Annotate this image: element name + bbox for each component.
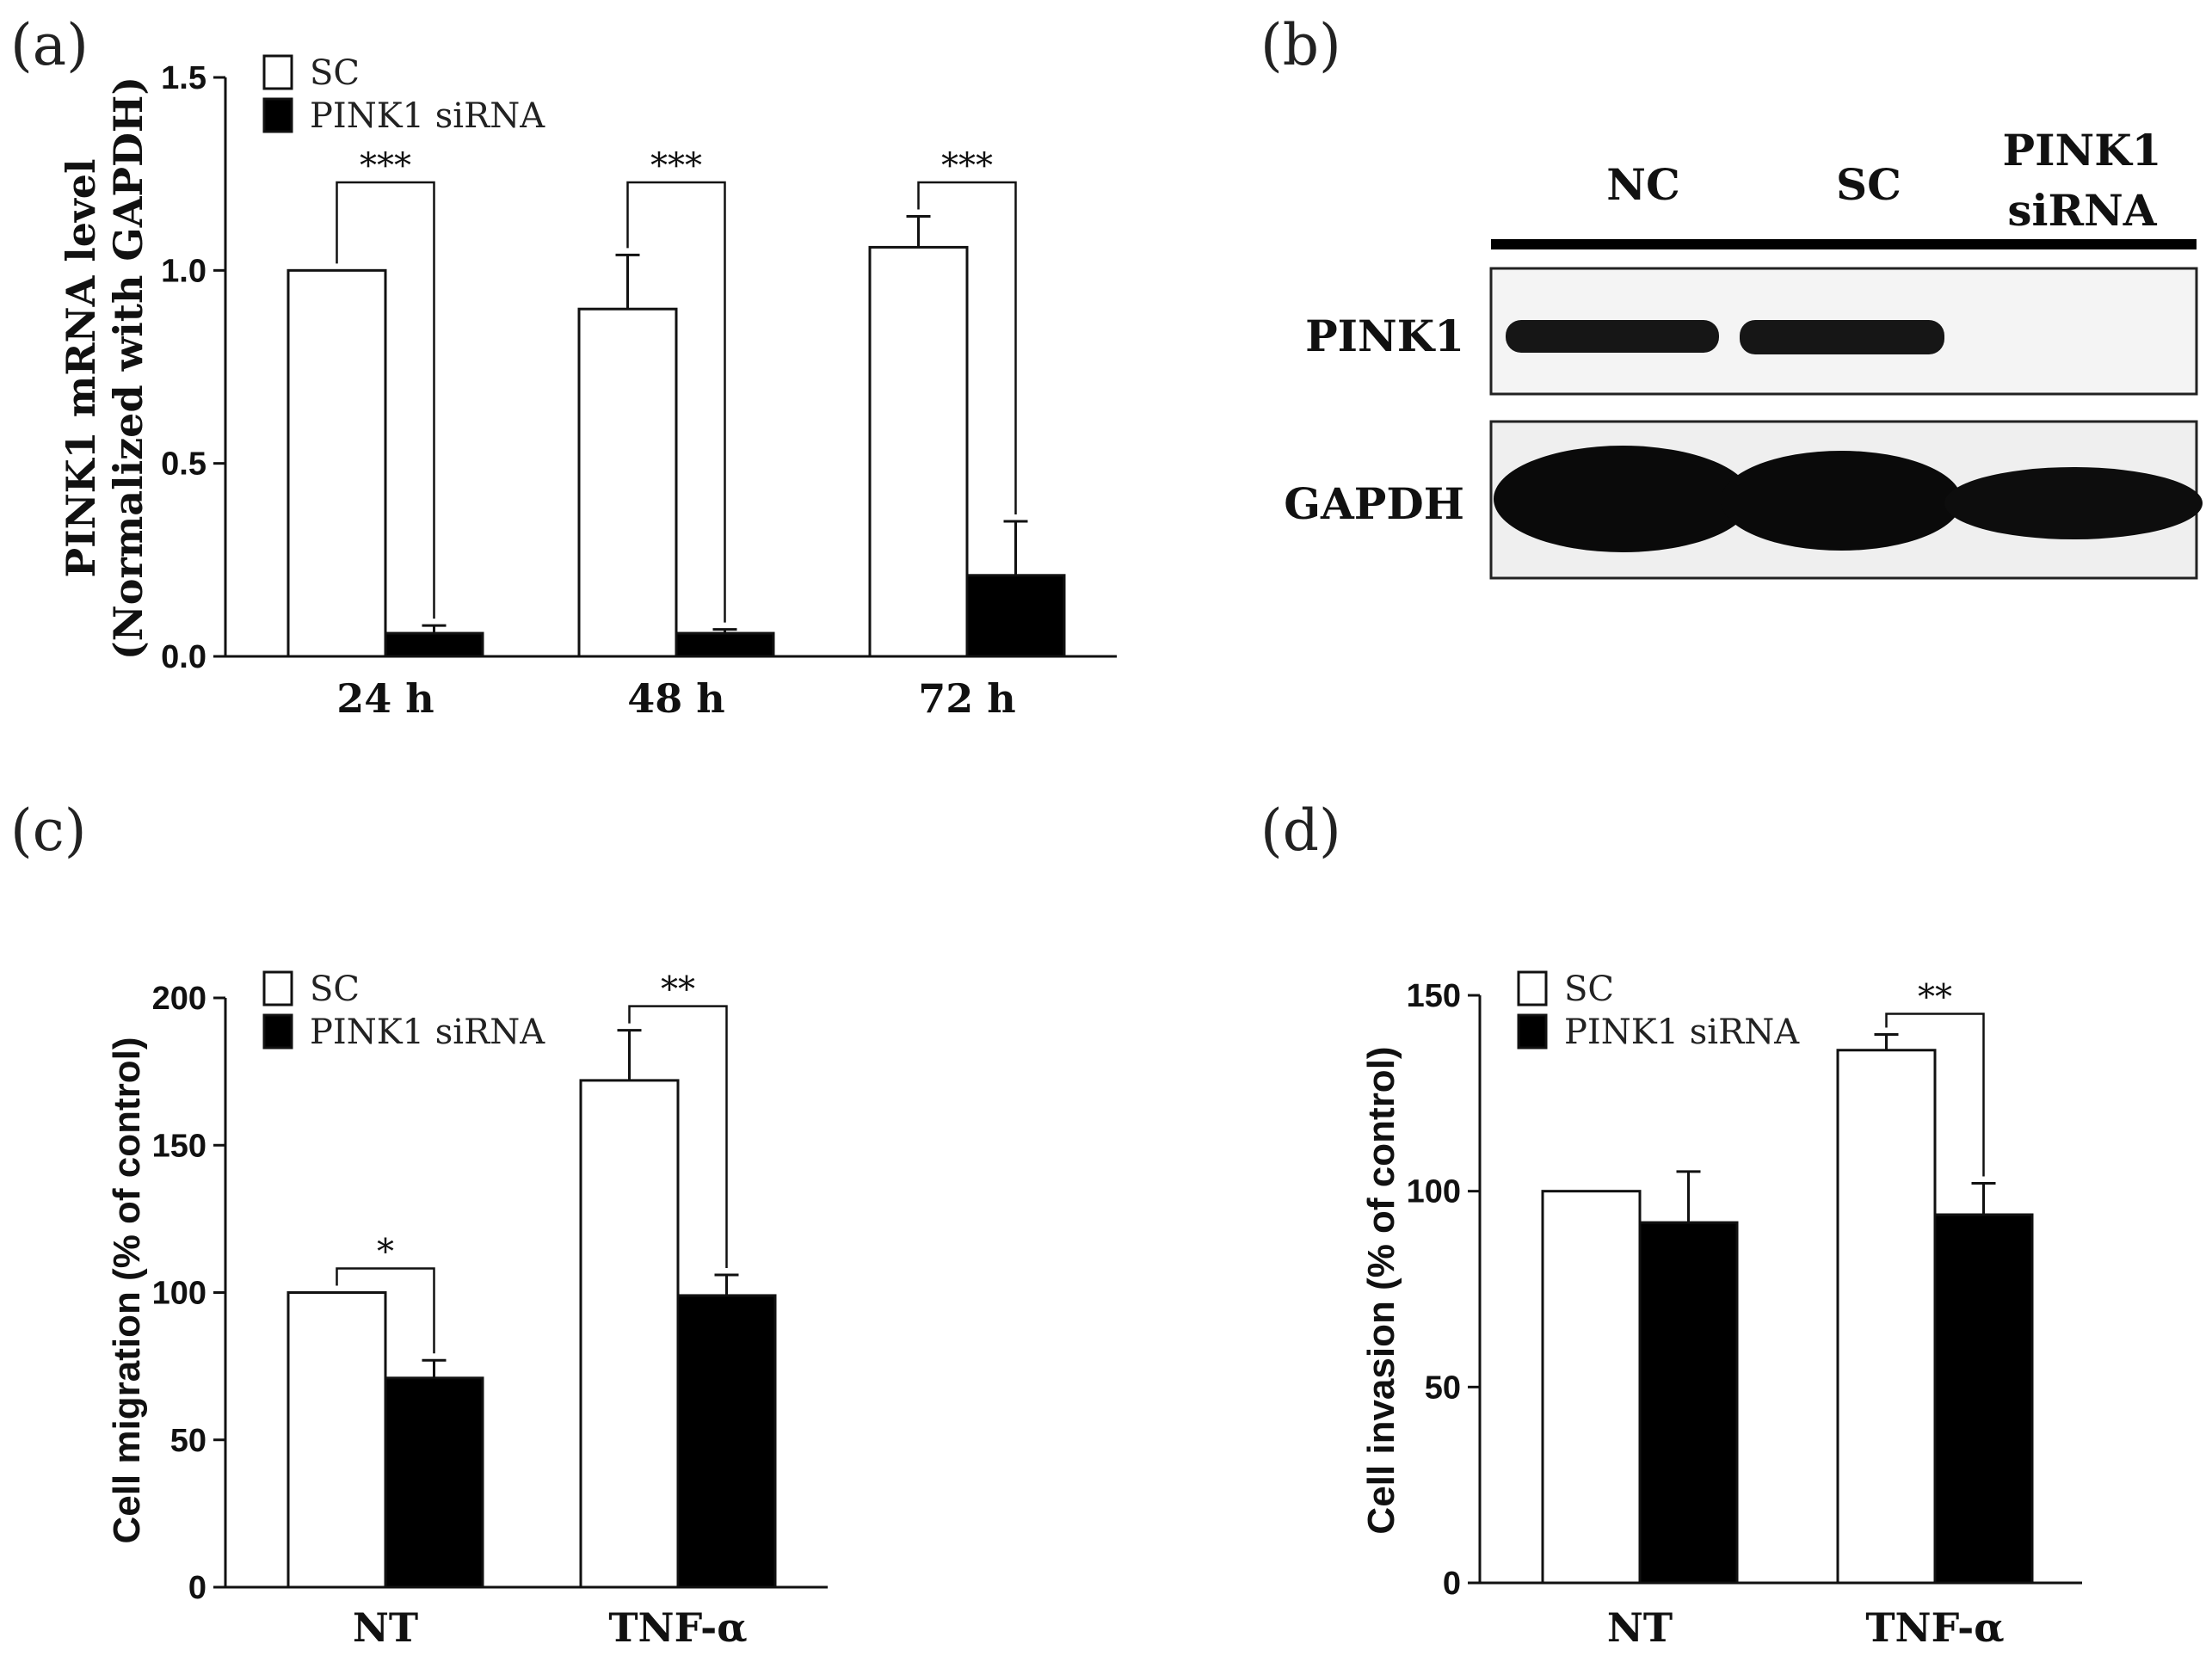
x-category-label: 72 h bbox=[918, 675, 1015, 722]
panel-label-d: (d) bbox=[1260, 797, 1341, 864]
y-tick-label: 200 bbox=[152, 981, 206, 1017]
significance-bracket bbox=[336, 1267, 435, 1354]
bar-sc bbox=[1541, 1190, 1642, 1585]
blot-band-gapdh-sirna bbox=[1944, 467, 2203, 539]
blot-lane-nc: NC bbox=[1606, 159, 1680, 210]
y-tick-label: 0 bbox=[188, 1570, 206, 1606]
significance-bracket bbox=[626, 181, 726, 623]
significance-label: *** bbox=[941, 146, 993, 186]
y-tick-label: 100 bbox=[152, 1276, 206, 1312]
legend-swatch-sc bbox=[262, 970, 293, 1007]
legend-c: SC PINK1 siRNA bbox=[262, 970, 545, 1052]
x-category-label: 24 h bbox=[336, 675, 434, 722]
bar-sirna bbox=[384, 631, 484, 658]
bar-sirna bbox=[384, 1376, 484, 1589]
significance-bracket bbox=[1885, 1013, 1985, 1177]
blot-band-gapdh-nc bbox=[1494, 446, 1752, 552]
significance-bracket bbox=[628, 1005, 728, 1268]
legend-label-sc: SC bbox=[310, 53, 360, 93]
legend-swatch-sirna bbox=[1517, 1013, 1548, 1050]
y-tick-label: 1.5 bbox=[161, 60, 206, 96]
significance-label: ** bbox=[1918, 978, 1952, 1018]
y-axis-label: Cell migration (% of control) bbox=[106, 1037, 148, 1543]
legend-swatch-sirna bbox=[262, 97, 293, 133]
legend-swatch-sc bbox=[262, 54, 293, 90]
y-tick-label: 150 bbox=[1407, 978, 1461, 1014]
significance-bracket bbox=[336, 181, 435, 619]
x-category-label: TNF-α bbox=[1865, 1604, 2004, 1651]
western-blot: NC SC PINK1 siRNA PINK1 GAPDH bbox=[1284, 125, 2203, 580]
x-category-label: NT bbox=[353, 1604, 418, 1651]
y-tick-label: 150 bbox=[152, 1128, 206, 1164]
legend-swatch-sc bbox=[1517, 970, 1548, 1007]
panel-label-b: (b) bbox=[1260, 12, 1341, 78]
bar-sc bbox=[287, 268, 387, 658]
y-tick-label: 50 bbox=[1425, 1370, 1461, 1406]
bar-sirna bbox=[1638, 1221, 1739, 1585]
bar-sirna bbox=[1933, 1213, 2034, 1585]
panel-label-a: (a) bbox=[10, 12, 89, 78]
x-category-label: NT bbox=[1607, 1604, 1673, 1651]
significance-bracket bbox=[917, 181, 1017, 514]
significance-label: *** bbox=[360, 146, 411, 186]
y-tick-label: 0.0 bbox=[161, 639, 206, 675]
y-tick-label: 0 bbox=[1443, 1566, 1461, 1602]
bar-sc bbox=[579, 1079, 680, 1589]
y-tick-label: 50 bbox=[170, 1423, 206, 1459]
blot-lane-sc: SC bbox=[1836, 159, 1901, 210]
bar-sc bbox=[868, 245, 969, 658]
bar-sirna bbox=[675, 631, 775, 658]
legend-label-sirna: PINK1 siRNA bbox=[310, 96, 545, 136]
legend-label-sirna: PINK1 siRNA bbox=[1564, 1013, 1800, 1052]
bar-sc bbox=[287, 1291, 387, 1589]
blot-lane-bar bbox=[1491, 239, 2197, 249]
blot-band-gapdh-sc bbox=[1721, 451, 1962, 551]
legend-label-sirna: PINK1 siRNA bbox=[310, 1013, 545, 1052]
y-tick-label: 100 bbox=[1407, 1174, 1461, 1210]
legend-d: SC PINK1 siRNA bbox=[1517, 970, 1800, 1052]
x-category-label: 48 h bbox=[627, 675, 724, 722]
legend-label-sc: SC bbox=[1564, 970, 1614, 1009]
y-tick-label: 0.5 bbox=[161, 446, 206, 483]
y-axis-label-line1: PINK1 mRNA level bbox=[58, 158, 104, 577]
bar-sc bbox=[1836, 1049, 1937, 1585]
chart-a: 0.0 0.5 1.0 1.5 PINK1 mRNA level (Normalized … bbox=[58, 53, 1117, 722]
y-axis-label: Cell invasion (% of control) bbox=[1360, 1046, 1402, 1534]
panel-label-c: (c) bbox=[10, 797, 86, 864]
x-category-label: TNF-α bbox=[608, 1604, 747, 1651]
blot-row-gapdh: GAPDH bbox=[1284, 478, 1464, 529]
y-tick-label: 1.0 bbox=[161, 253, 206, 289]
blot-band-pink1-sc bbox=[1740, 320, 1944, 354]
blot-band-pink1-nc bbox=[1506, 320, 1719, 353]
blot-lane-pink1-l1: PINK1 bbox=[2003, 125, 2162, 175]
bar-sirna bbox=[965, 574, 1066, 658]
significance-label: ** bbox=[661, 970, 695, 1010]
bar-sirna bbox=[676, 1294, 777, 1589]
blot-lane-pink1-l2: siRNA bbox=[2007, 185, 2157, 236]
y-axis-label-line2: (Normalized with GAPDH) bbox=[105, 77, 151, 660]
significance-label: *** bbox=[650, 146, 702, 186]
bar-sc bbox=[577, 307, 678, 658]
legend-label-sc: SC bbox=[310, 970, 360, 1009]
significance-label: * bbox=[377, 1233, 394, 1272]
legend-swatch-sirna bbox=[262, 1013, 293, 1050]
blot-row-pink1: PINK1 bbox=[1305, 311, 1464, 361]
